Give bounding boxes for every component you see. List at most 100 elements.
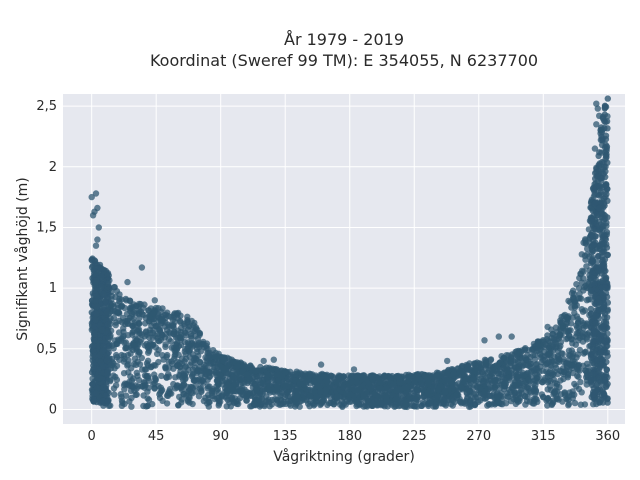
data-point: [529, 400, 536, 407]
data-point: [226, 355, 233, 363]
data-point: [91, 323, 98, 330]
data-point: [596, 299, 603, 306]
data-point: [205, 399, 213, 406]
data-point: [507, 397, 515, 405]
data-point: [467, 388, 474, 396]
data-point: [91, 352, 98, 359]
data-point: [549, 400, 556, 408]
data-point: [377, 392, 384, 399]
data-point: [93, 390, 100, 397]
data-point: [231, 399, 238, 406]
data-point: [189, 343, 196, 350]
data-point: [486, 392, 493, 399]
data-point: [530, 340, 538, 348]
data-point: [592, 328, 599, 336]
data-point: [246, 376, 253, 383]
data-point: [165, 390, 172, 397]
data-point: [571, 391, 578, 398]
data-point: [601, 310, 609, 317]
data-point: [577, 401, 584, 408]
data-point: [306, 403, 313, 410]
data-point: [96, 264, 104, 272]
data-point: [131, 387, 138, 394]
data-point: [458, 384, 465, 391]
data-point: [583, 263, 590, 270]
data-point: [122, 295, 129, 303]
data-point: [347, 373, 355, 380]
data-point: [105, 335, 112, 343]
data-point: [313, 393, 320, 400]
data-point: [598, 141, 606, 149]
data-point: [118, 319, 126, 326]
y-tick-label: 1,5: [36, 220, 57, 235]
data-point: [273, 382, 281, 389]
data-point: [563, 359, 571, 367]
data-point: [595, 336, 602, 343]
data-point: [162, 341, 169, 348]
data-point: [96, 374, 103, 382]
data-point: [252, 367, 259, 374]
data-point: [122, 344, 129, 352]
data-point: [545, 351, 552, 358]
data-point: [348, 378, 355, 385]
data-point: [362, 375, 369, 382]
data-point: [243, 371, 250, 378]
data-point: [306, 392, 314, 400]
data-point: [508, 333, 515, 340]
data-point: [421, 372, 428, 379]
data-point: [205, 352, 213, 359]
data-point: [584, 245, 591, 252]
data-point: [93, 277, 100, 284]
data-point: [503, 364, 510, 371]
data-point: [182, 355, 190, 362]
data-point: [562, 367, 570, 374]
data-point: [523, 397, 531, 405]
data-point: [450, 370, 457, 377]
data-point: [524, 369, 531, 377]
data-point: [435, 386, 442, 393]
data-point: [587, 305, 595, 313]
data-point: [494, 393, 501, 400]
data-point: [335, 376, 342, 383]
data-point: [115, 309, 123, 316]
data-point: [385, 391, 392, 398]
data-point: [591, 200, 598, 208]
data-point: [91, 337, 98, 344]
x-tick-label: 45: [148, 429, 165, 444]
data-point: [516, 389, 523, 397]
data-point: [90, 365, 98, 372]
data-point: [131, 342, 138, 349]
data-point: [484, 386, 491, 394]
y-axis-tick-labels: 0 0,5 1 1,5 2 2,5: [36, 99, 57, 417]
data-point: [579, 322, 587, 329]
data-point: [116, 356, 123, 364]
y-tick-label: 0,5: [36, 342, 57, 357]
data-point: [596, 112, 603, 120]
data-point: [587, 274, 595, 281]
data-point: [569, 340, 576, 347]
data-point: [320, 396, 327, 404]
data-point: [188, 384, 195, 391]
data-point: [509, 391, 517, 398]
y-tick-label: 2,5: [36, 99, 57, 114]
data-point: [147, 305, 155, 312]
data-point: [471, 376, 478, 383]
data-point: [472, 400, 479, 408]
data-point: [367, 385, 375, 392]
data-point: [112, 321, 119, 329]
data-point: [112, 373, 119, 381]
data-point: [181, 328, 188, 336]
data-point: [215, 402, 222, 409]
data-point: [412, 396, 420, 403]
data-point: [159, 352, 166, 359]
data-point: [405, 377, 412, 384]
data-point: [317, 361, 325, 368]
data-point: [392, 401, 399, 408]
data-point: [603, 349, 611, 356]
data-point: [222, 365, 230, 373]
data-point: [164, 309, 171, 316]
data-point: [427, 400, 434, 407]
data-point: [603, 382, 610, 389]
data-point: [516, 366, 523, 373]
data-point: [138, 331, 145, 338]
